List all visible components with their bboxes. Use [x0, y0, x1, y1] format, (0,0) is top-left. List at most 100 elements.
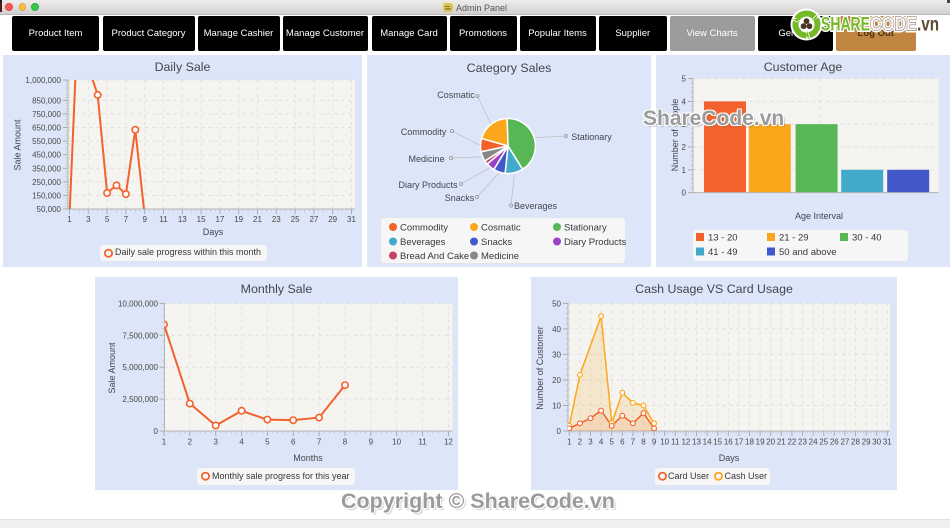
svg-text:150,000: 150,000	[32, 191, 61, 200]
svg-text:29: 29	[328, 215, 337, 224]
svg-text:31: 31	[347, 215, 356, 224]
svg-text:11: 11	[159, 215, 168, 224]
svg-text:21: 21	[777, 437, 786, 446]
svg-text:7: 7	[631, 437, 636, 446]
svg-text:26: 26	[830, 437, 839, 446]
svg-text:10: 10	[392, 437, 401, 446]
svg-text:20: 20	[766, 437, 775, 446]
svg-text:2: 2	[188, 437, 193, 446]
svg-text:9: 9	[369, 437, 374, 446]
svg-text:9: 9	[652, 437, 657, 446]
svg-text:3: 3	[588, 437, 593, 446]
svg-text:15: 15	[197, 215, 206, 224]
svg-text:250,000: 250,000	[32, 178, 61, 187]
svg-text:10: 10	[552, 402, 561, 411]
svg-text:Medicine: Medicine	[408, 154, 444, 164]
svg-text:18: 18	[745, 437, 754, 446]
svg-text:27: 27	[840, 437, 849, 446]
svg-text:5,000,000: 5,000,000	[122, 363, 158, 372]
svg-text:CODE: CODE	[870, 15, 917, 36]
svg-text:20: 20	[552, 376, 561, 385]
svg-text:5: 5	[682, 75, 687, 84]
svg-text:7: 7	[317, 437, 322, 446]
svg-text:750,000: 750,000	[32, 110, 61, 119]
svg-text:3: 3	[682, 120, 687, 129]
svg-text:31: 31	[883, 437, 892, 446]
svg-text:1: 1	[162, 437, 167, 446]
svg-text:650,000: 650,000	[32, 124, 61, 133]
svg-text:Snacks: Snacks	[445, 193, 475, 203]
svg-text:9: 9	[142, 215, 147, 224]
svg-text:CODE: CODE	[870, 15, 917, 36]
svg-text:30: 30	[552, 350, 561, 359]
svg-text:Age Interval: Age Interval	[795, 211, 843, 221]
svg-text:2,500,000: 2,500,000	[122, 395, 158, 404]
svg-text:25: 25	[291, 215, 300, 224]
svg-text:17: 17	[215, 215, 224, 224]
svg-text:Number of People: Number of People	[670, 99, 680, 172]
svg-text:Beverages: Beverages	[514, 201, 558, 211]
svg-text:30: 30	[872, 437, 881, 446]
svg-text:24: 24	[809, 437, 818, 446]
svg-text:1: 1	[67, 215, 72, 224]
svg-text:0: 0	[154, 427, 159, 436]
svg-text:22: 22	[787, 437, 796, 446]
svg-text:19: 19	[234, 215, 243, 224]
svg-text:7,500,000: 7,500,000	[122, 331, 158, 340]
svg-text:Days: Days	[203, 227, 224, 237]
svg-text:Sale Amount: Sale Amount	[13, 119, 23, 171]
svg-text:0: 0	[682, 189, 687, 198]
svg-text:4: 4	[239, 437, 244, 446]
svg-text:4: 4	[682, 97, 687, 106]
svg-text:450,000: 450,000	[32, 151, 61, 160]
svg-text:16: 16	[724, 437, 733, 446]
svg-text:13 - 20: 13 - 20	[708, 233, 738, 244]
svg-text:41 - 49: 41 - 49	[708, 247, 738, 258]
svg-text:350,000: 350,000	[32, 164, 61, 173]
svg-text:5: 5	[105, 215, 110, 224]
svg-text:2: 2	[578, 437, 583, 446]
svg-text:28: 28	[851, 437, 860, 446]
svg-text:13: 13	[692, 437, 701, 446]
svg-text:50: 50	[552, 299, 561, 308]
svg-text:Cosmatic: Cosmatic	[481, 223, 521, 234]
svg-text:2: 2	[682, 143, 687, 152]
svg-text:.vn: .vn	[917, 15, 939, 36]
svg-text:1: 1	[567, 437, 572, 446]
svg-text:5: 5	[265, 437, 270, 446]
svg-text:40: 40	[552, 325, 561, 334]
svg-text:3: 3	[213, 437, 218, 446]
svg-text:27: 27	[309, 215, 318, 224]
svg-text:Bread And Cake: Bread And Cake	[400, 251, 469, 262]
svg-text:11: 11	[418, 437, 427, 446]
svg-text:1,000,000: 1,000,000	[25, 76, 61, 85]
svg-text:Sale Amount: Sale Amount	[107, 342, 117, 394]
svg-text:8: 8	[343, 437, 348, 446]
svg-text:Days: Days	[719, 453, 740, 463]
svg-text:23: 23	[272, 215, 281, 224]
svg-text:Beverages: Beverages	[400, 237, 446, 248]
svg-text:29: 29	[862, 437, 871, 446]
svg-text:11: 11	[671, 437, 680, 446]
svg-text:6: 6	[620, 437, 625, 446]
svg-text:Months: Months	[293, 453, 323, 463]
svg-text:4: 4	[599, 437, 604, 446]
svg-text:Commodity: Commodity	[401, 127, 447, 137]
svg-text:23: 23	[798, 437, 807, 446]
svg-text:Snacks: Snacks	[481, 237, 512, 248]
svg-text:0: 0	[557, 427, 562, 436]
svg-text:12: 12	[681, 437, 690, 446]
svg-text:5: 5	[609, 437, 614, 446]
svg-text:1: 1	[682, 166, 687, 175]
svg-text:30 - 40: 30 - 40	[852, 233, 882, 244]
svg-text:8: 8	[641, 437, 646, 446]
svg-text:12: 12	[444, 437, 453, 446]
svg-text:21: 21	[253, 215, 262, 224]
svg-text:10: 10	[660, 437, 669, 446]
svg-text:3: 3	[86, 215, 91, 224]
svg-text:10,000,000: 10,000,000	[118, 299, 159, 308]
svg-text:Cosmatic: Cosmatic	[437, 90, 475, 100]
svg-text:14: 14	[703, 437, 712, 446]
svg-text:50 and above: 50 and above	[779, 247, 837, 258]
svg-text:SHARE: SHARE	[821, 15, 870, 36]
